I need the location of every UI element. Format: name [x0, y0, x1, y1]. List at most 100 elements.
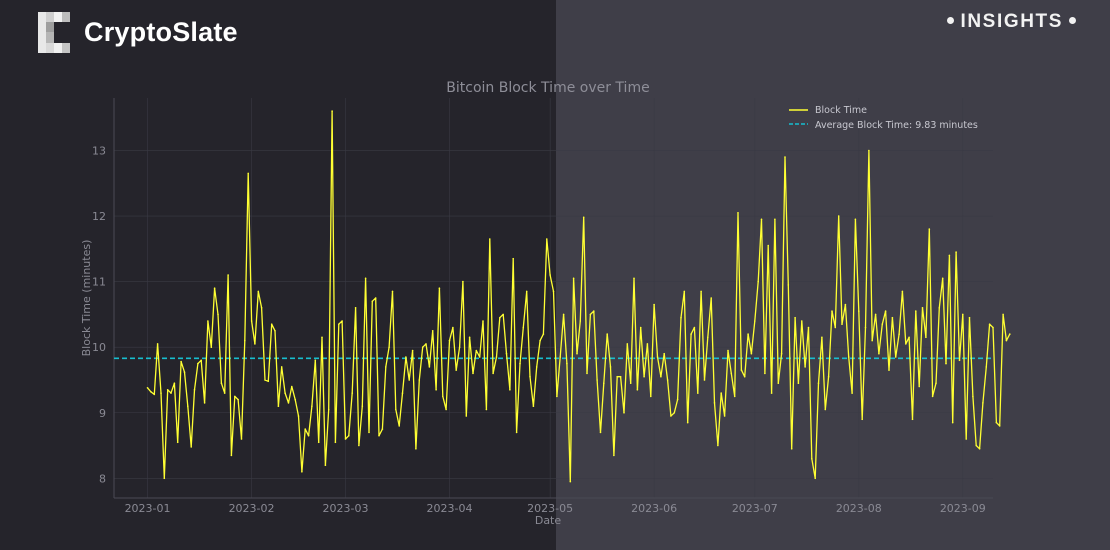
- data-point: [576, 352, 578, 355]
- data-point: [478, 356, 481, 358]
- data-point: [713, 402, 716, 404]
- data-point: [727, 349, 729, 352]
- data-point: [257, 290, 260, 293]
- data-point: [307, 434, 310, 437]
- data-point: [733, 395, 736, 398]
- data-point: [398, 425, 401, 427]
- data-point: [740, 369, 743, 371]
- data-point: [358, 444, 360, 447]
- data-point: [284, 392, 286, 394]
- data-point: [197, 362, 199, 365]
- data-point: [871, 339, 873, 342]
- left-background-panel: [0, 0, 556, 550]
- data-point: [723, 415, 726, 417]
- data-point: [395, 408, 397, 411]
- data-point: [210, 346, 213, 349]
- data-point: [374, 297, 377, 299]
- data-point: [945, 362, 947, 365]
- data-point: [381, 428, 384, 430]
- data-point: [468, 336, 471, 339]
- data-point: [401, 392, 404, 394]
- data-point: [234, 395, 236, 398]
- data-point: [250, 320, 253, 322]
- data-point: [405, 356, 407, 358]
- data-point: [998, 425, 1001, 427]
- data-point: [941, 277, 944, 280]
- data-point: [593, 310, 595, 312]
- data-point: [569, 480, 572, 483]
- data-point: [431, 330, 434, 332]
- data-point: [552, 290, 555, 293]
- data-point: [304, 428, 307, 430]
- data-point: [388, 346, 390, 349]
- x-tick-label: 2023-03: [323, 502, 369, 515]
- data-point: [925, 336, 927, 339]
- data-point: [646, 343, 649, 345]
- data-point: [1002, 313, 1004, 316]
- data-point: [183, 371, 186, 373]
- data-point: [697, 392, 699, 394]
- data-point: [522, 326, 525, 329]
- chart-title: Bitcoin Block Time over Time: [446, 80, 649, 96]
- data-point: [455, 369, 458, 371]
- data-point: [187, 405, 189, 408]
- data-point: [472, 372, 474, 375]
- data-point: [321, 336, 323, 339]
- data-point: [948, 254, 951, 257]
- data-point: [686, 421, 689, 424]
- data-point: [700, 290, 702, 293]
- data-point: [428, 366, 431, 368]
- insights-badge: INSIGHTS: [941, 11, 1082, 33]
- x-tick-label: 2023-04: [427, 502, 473, 515]
- data-point: [988, 323, 991, 326]
- x-axis-label: Date: [535, 514, 562, 527]
- data-point: [458, 346, 461, 349]
- data-point: [317, 441, 320, 444]
- y-axis-label: Block Time (minutes): [80, 240, 93, 357]
- data-point: [757, 280, 759, 283]
- data-point: [650, 395, 652, 398]
- data-point: [277, 405, 280, 408]
- data-point: [327, 408, 330, 411]
- data-point: [193, 389, 196, 391]
- data-point: [814, 477, 816, 480]
- data-point: [891, 316, 894, 319]
- data-point: [509, 389, 511, 391]
- data-point: [264, 379, 266, 381]
- data-point: [166, 389, 169, 391]
- data-point: [831, 310, 833, 312]
- data-point: [572, 277, 575, 280]
- y-tick-label: 13: [92, 144, 106, 157]
- data-point: [515, 431, 518, 434]
- data-point: [425, 343, 427, 345]
- data-point: [311, 405, 313, 408]
- data-point: [499, 316, 501, 319]
- data-point: [442, 395, 444, 398]
- data-point: [703, 379, 706, 381]
- data-point: [485, 408, 488, 411]
- data-point: [223, 392, 226, 394]
- data-point: [368, 431, 370, 434]
- data-point: [213, 287, 216, 290]
- legend-series-label: Block Time: [815, 105, 867, 116]
- data-point: [935, 382, 937, 385]
- legend-average-label: Average Block Time: 9.83 minutes: [815, 120, 978, 131]
- data-point: [619, 375, 622, 378]
- data-point: [710, 297, 712, 299]
- data-point: [847, 356, 850, 358]
- data-point: [156, 343, 159, 345]
- data-point: [254, 343, 256, 345]
- x-tick-label: 2023-01: [125, 502, 171, 515]
- data-point: [750, 352, 753, 355]
- y-tick-labels: 8 9 10 11 12 13: [92, 144, 106, 485]
- data-point: [411, 349, 414, 352]
- data-point: [874, 313, 877, 316]
- data-point: [324, 464, 327, 467]
- data-point: [982, 402, 984, 404]
- data-point: [603, 382, 605, 385]
- data-point: [146, 387, 149, 389]
- data-point: [972, 395, 974, 398]
- data-point: [438, 287, 441, 290]
- data-point: [160, 392, 162, 394]
- data-point: [868, 149, 870, 152]
